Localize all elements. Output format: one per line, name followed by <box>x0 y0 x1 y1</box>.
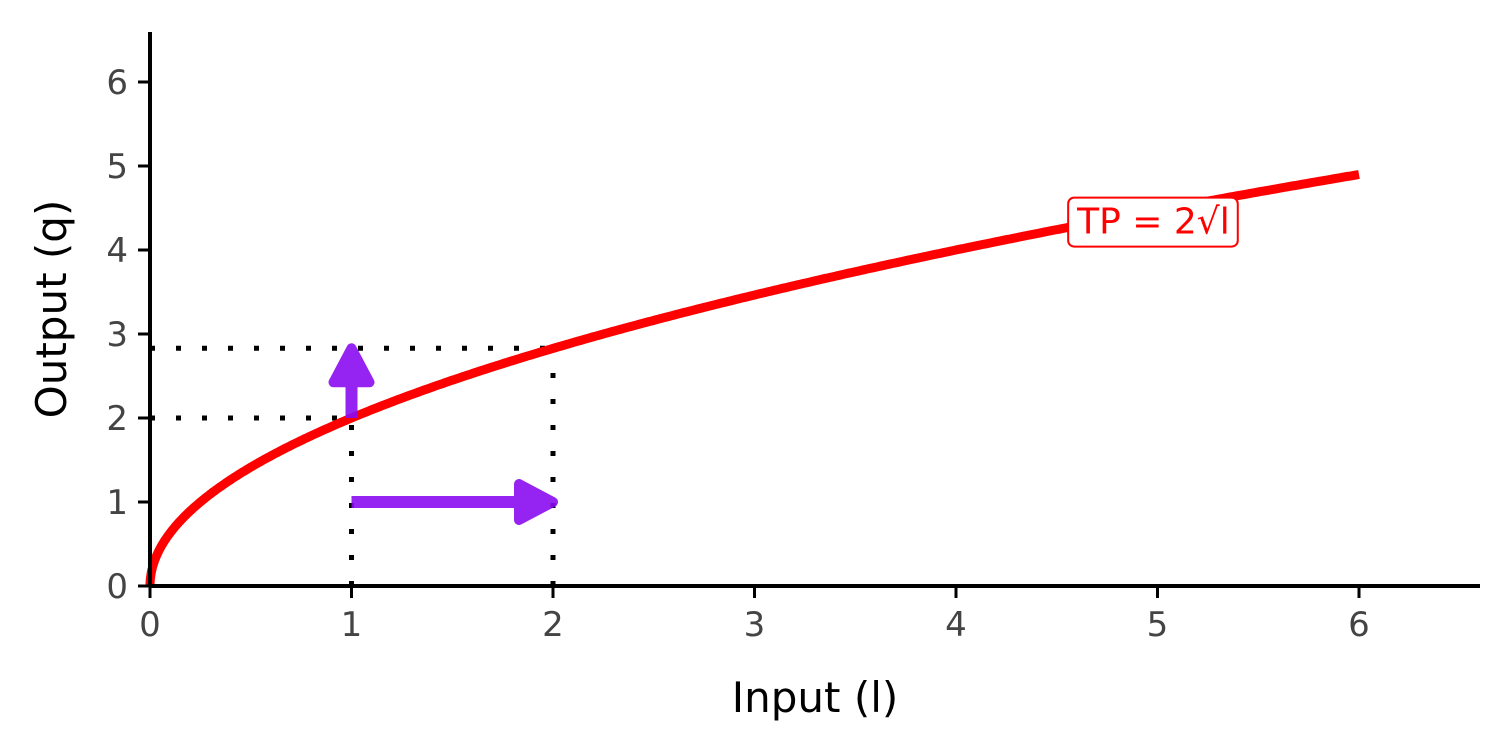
y-tick-label: 2 <box>106 399 128 439</box>
arrows <box>328 343 558 525</box>
arrow-head <box>514 479 558 525</box>
y-tick-label: 0 <box>106 567 128 607</box>
y-tick-label: 4 <box>106 231 128 271</box>
x-tick-label: 1 <box>341 605 363 645</box>
x-tick-label: 3 <box>744 605 766 645</box>
y-ticks: 0 1 2 3 4 5 6 <box>106 63 150 607</box>
y-tick-label: 6 <box>106 63 128 103</box>
x-axis-label: Input (l) <box>732 673 899 722</box>
arrow <box>328 343 375 418</box>
x-ticks: 0 1 2 3 4 5 6 <box>139 586 1370 645</box>
annotation-label: TP = 2√l <box>1076 202 1230 243</box>
tp-annotation: TP = 2√l <box>1067 196 1239 248</box>
y-tick-label: 3 <box>106 315 128 355</box>
x-tick-label: 6 <box>1348 605 1370 645</box>
arrow <box>351 479 558 525</box>
tp-curve <box>145 170 1360 586</box>
x-tick-label: 0 <box>139 605 161 645</box>
y-tick-label: 5 <box>106 147 128 187</box>
x-tick-label: 2 <box>542 605 564 645</box>
x-tick-label: 5 <box>1147 605 1169 645</box>
x-tick-label: 4 <box>945 605 967 645</box>
annotation-box <box>1067 196 1239 248</box>
guide-lines <box>150 345 556 586</box>
y-tick-label: 1 <box>106 483 128 523</box>
y-axis-label: Output (q) <box>27 200 76 419</box>
arrow-head <box>328 343 375 388</box>
